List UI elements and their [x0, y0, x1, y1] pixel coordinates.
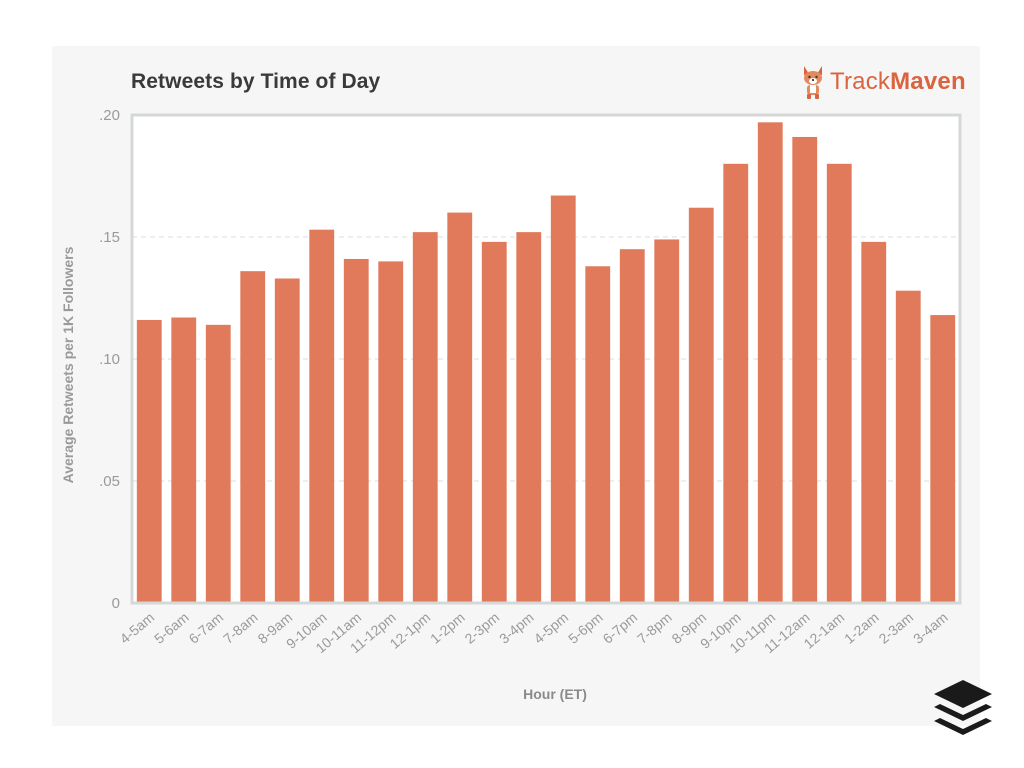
bar-8-9pm — [688, 207, 714, 603]
x-tick-label: 4-5pm — [530, 609, 571, 647]
y-tick-label: .15 — [99, 229, 120, 246]
bar-3-4pm — [516, 232, 542, 603]
x-tick-label: 4-5am — [116, 609, 157, 647]
bar-12-1pm — [412, 232, 438, 603]
bar-5-6pm — [585, 266, 611, 603]
bar-4-5pm — [550, 195, 576, 603]
brand-name: TrackMaven — [830, 68, 966, 96]
bar-8-9am — [274, 278, 300, 603]
x-tick-label: 5-6pm — [565, 609, 606, 647]
bar-10-11pm — [757, 122, 783, 603]
bar-1-2pm — [447, 212, 473, 603]
y-tick-label: .05 — [99, 473, 120, 490]
x-tick-label: 6-7pm — [599, 609, 640, 647]
x-tick-label: 3-4pm — [496, 609, 537, 647]
trackmaven-logo: TrackMaven — [800, 62, 966, 102]
bar-6-7am — [205, 324, 231, 603]
buffer-stack-icon — [934, 680, 992, 735]
x-tick-label: 2-3pm — [461, 609, 502, 647]
bar-10-11am — [343, 258, 369, 603]
brand-name-maven: Maven — [890, 68, 966, 95]
bar-1-2am — [861, 241, 887, 603]
bar-9-10am — [309, 229, 335, 603]
x-tick-label: 6-7am — [185, 609, 226, 647]
x-tick-label: 7-8am — [220, 609, 261, 647]
y-tick-label: .20 — [99, 107, 120, 124]
bar-11-12pm — [378, 261, 404, 603]
corgi-icon — [804, 66, 822, 99]
y-tick-label: 0 — [112, 595, 120, 612]
bar-2-3pm — [481, 241, 507, 603]
bar-7-8am — [240, 271, 266, 603]
x-tick-label: 7-8pm — [634, 609, 675, 647]
bar-5-6am — [171, 317, 197, 603]
x-tick-label: 1-2am — [841, 609, 882, 647]
bar-3-4am — [930, 315, 956, 603]
bar-12-1am — [826, 163, 852, 604]
bar-9-10pm — [723, 163, 749, 604]
x-tick-label: 2-3am — [875, 609, 916, 647]
bar-6-7pm — [619, 249, 645, 603]
y-tick-label: .10 — [99, 351, 120, 368]
x-axis-label: Hour (ET) — [523, 686, 587, 702]
bar-2-3am — [895, 290, 921, 603]
x-tick-label: 5-6am — [151, 609, 192, 647]
bar-4-5am — [136, 319, 162, 603]
plot-frame — [130, 113, 962, 605]
bar-11-12am — [792, 136, 818, 603]
x-tick-label: 1-2pm — [427, 609, 468, 647]
bar-7-8pm — [654, 239, 680, 603]
brand-name-track: Track — [830, 68, 891, 95]
chart-title: Retweets by Time of Day — [131, 70, 381, 93]
x-tick-label: 3-4am — [910, 609, 951, 647]
